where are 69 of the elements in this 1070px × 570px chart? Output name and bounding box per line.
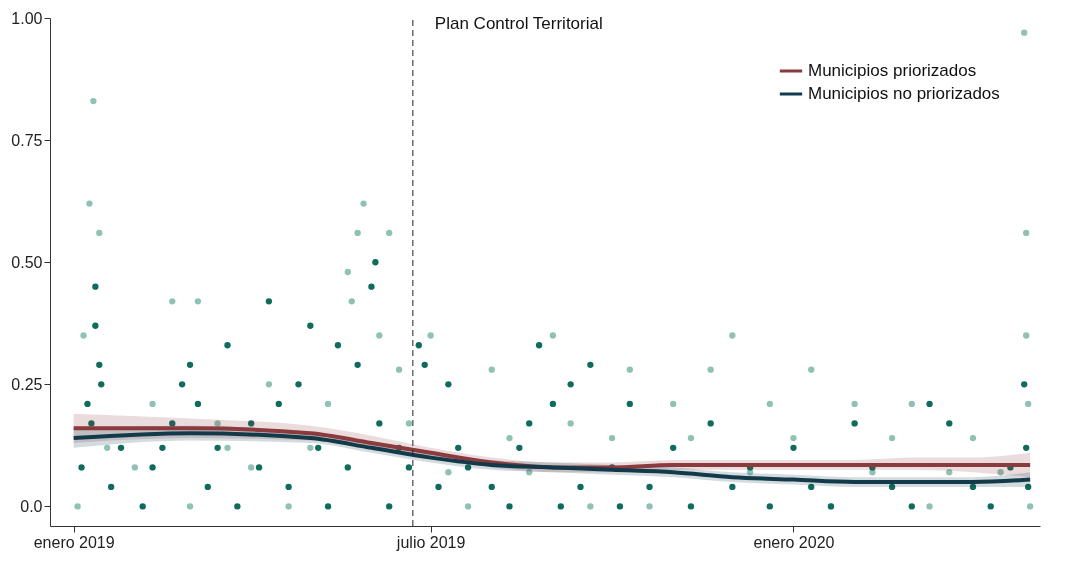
point (946, 469, 953, 476)
point (265, 381, 273, 388)
point (526, 469, 533, 476)
point (344, 268, 351, 276)
point (908, 400, 915, 408)
point (608, 434, 616, 442)
point (445, 469, 452, 476)
point (790, 434, 797, 442)
point (405, 420, 413, 427)
point (646, 503, 653, 510)
point (427, 332, 434, 339)
point (194, 298, 202, 305)
point (224, 444, 231, 451)
point (687, 434, 695, 442)
point (354, 229, 361, 237)
point (149, 400, 156, 408)
point (670, 400, 677, 408)
point (1021, 29, 1028, 36)
point (307, 444, 314, 451)
point (888, 434, 896, 442)
point (324, 400, 332, 408)
point (86, 200, 93, 207)
point (969, 434, 977, 442)
point (214, 420, 221, 427)
x-tick-label: julio 2019 (395, 533, 466, 551)
y-tick-label: 0.50 (11, 253, 43, 271)
y-tick-label: 0.0 (20, 497, 43, 515)
point (549, 332, 557, 339)
point (104, 444, 111, 451)
point (506, 434, 513, 442)
point (1025, 400, 1032, 408)
point (395, 366, 403, 373)
point (376, 332, 383, 339)
point (386, 229, 393, 237)
point (169, 298, 176, 305)
point (587, 503, 594, 510)
point (729, 332, 736, 339)
point (96, 229, 103, 237)
point (464, 503, 472, 510)
y-tick-label: 1.00 (11, 9, 43, 27)
point (567, 420, 574, 427)
point (1023, 229, 1030, 237)
point (626, 366, 633, 373)
point (80, 332, 87, 339)
x-tick-label: enero 2020 (753, 533, 835, 551)
point (766, 400, 773, 408)
y-tick-label: 0.25 (11, 375, 43, 393)
point (1026, 503, 1034, 510)
point (707, 366, 714, 373)
legend-label: Municipios priorizados (808, 61, 977, 80)
point (348, 298, 355, 305)
point (1023, 332, 1030, 339)
point (74, 503, 81, 510)
point (360, 200, 367, 207)
point (186, 503, 194, 510)
point (746, 469, 754, 476)
ref-line-label: Plan Control Territorial (434, 14, 603, 33)
point (851, 400, 858, 408)
point (247, 464, 255, 471)
point (808, 366, 815, 373)
legend-label: Municipios no priorizados (808, 84, 1000, 103)
point (488, 366, 495, 373)
point (997, 469, 1004, 476)
point (285, 503, 292, 510)
point (90, 97, 97, 105)
y-tick-label: 0.75 (11, 131, 43, 149)
point (926, 503, 933, 510)
point (131, 464, 138, 471)
x-tick-label: enero 2019 (33, 533, 115, 551)
